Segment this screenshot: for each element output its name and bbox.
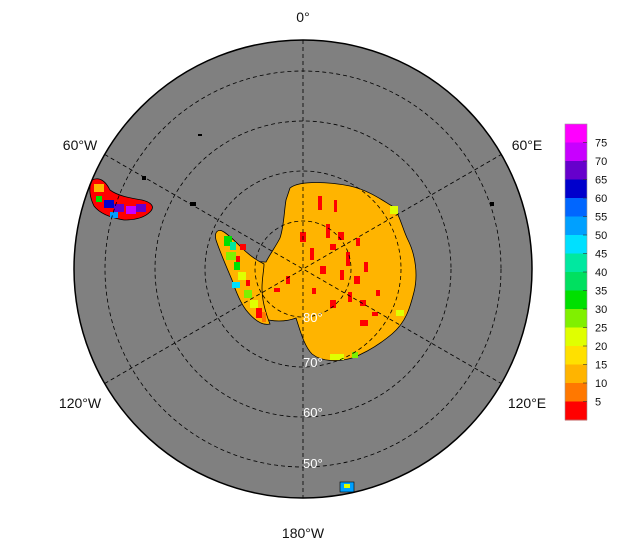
colorbar-tick-label: 5 xyxy=(595,397,601,409)
antarctica-landmass xyxy=(237,182,417,362)
peninsula-color-patches xyxy=(224,236,266,322)
colorbar-tick-label: 20 xyxy=(595,341,607,353)
lon-label-lower-right: 120°E xyxy=(508,395,546,411)
colorbar: 75 70 65 60 55 50 45 40 35 30 25 20 15 10 5 xyxy=(564,123,607,421)
colorbar-tick-label: 65 xyxy=(595,175,607,187)
lat-label-50: 50° xyxy=(303,456,323,471)
colorbar-tick-label: 60 xyxy=(595,193,607,205)
lat-label-70: 70° xyxy=(303,355,323,370)
colorbar-segment xyxy=(565,142,587,162)
island-speck xyxy=(198,134,202,136)
colorbar-segment xyxy=(565,401,587,421)
sub-antarctic-island xyxy=(339,481,355,493)
colorbar-tick-label: 45 xyxy=(595,249,607,261)
colorbar-tick-label: 50 xyxy=(595,230,607,242)
colorbar-segment xyxy=(565,346,587,365)
colorbar-segment xyxy=(565,161,587,180)
colorbar-segment xyxy=(565,309,587,328)
colorbar-segment xyxy=(565,235,587,254)
colorbar-segment xyxy=(565,124,587,143)
map-border xyxy=(73,39,533,499)
colorbar-segment xyxy=(565,179,587,199)
colorbar-tick-label: 55 xyxy=(595,212,607,224)
lat-label-80: 80° xyxy=(303,310,323,325)
colorbar-segment xyxy=(565,198,587,217)
island-speck xyxy=(190,202,196,206)
lat-label-60: 60° xyxy=(303,405,323,420)
coastal-fringe xyxy=(330,206,404,360)
colorbar-tick-label: 35 xyxy=(595,286,607,298)
lon-label-upper-right: 60°E xyxy=(512,137,543,153)
colorbar-tick-label: 25 xyxy=(595,323,607,335)
colorbar-segment xyxy=(565,327,587,347)
colorbar-tick-label: 10 xyxy=(595,378,607,390)
colorbar-tick-label: 15 xyxy=(595,360,607,372)
colorbar-tick-label: 40 xyxy=(595,267,607,279)
colorbar-segment xyxy=(565,272,587,291)
colorbar-segment xyxy=(565,290,587,310)
colorbar-segment xyxy=(565,253,587,273)
longitude-gridlines xyxy=(104,40,502,498)
colorbar-segment xyxy=(565,364,587,384)
colorbar-tick-label: 70 xyxy=(595,156,607,168)
south-america-color-patches xyxy=(94,184,146,218)
colorbar-tick-label: 30 xyxy=(595,304,607,316)
colorbar-segment xyxy=(565,383,587,402)
lon-label-bottom: 180°W xyxy=(282,525,325,541)
colorbar-segment xyxy=(565,216,587,236)
lon-label-upper-left: 60°W xyxy=(63,137,98,153)
colorbar-tick-label: 75 xyxy=(595,138,607,150)
lon-label-lower-left: 120°W xyxy=(59,395,102,411)
lon-label-top: 0° xyxy=(296,9,309,25)
island-speck xyxy=(142,176,146,180)
island-speck xyxy=(490,202,494,206)
